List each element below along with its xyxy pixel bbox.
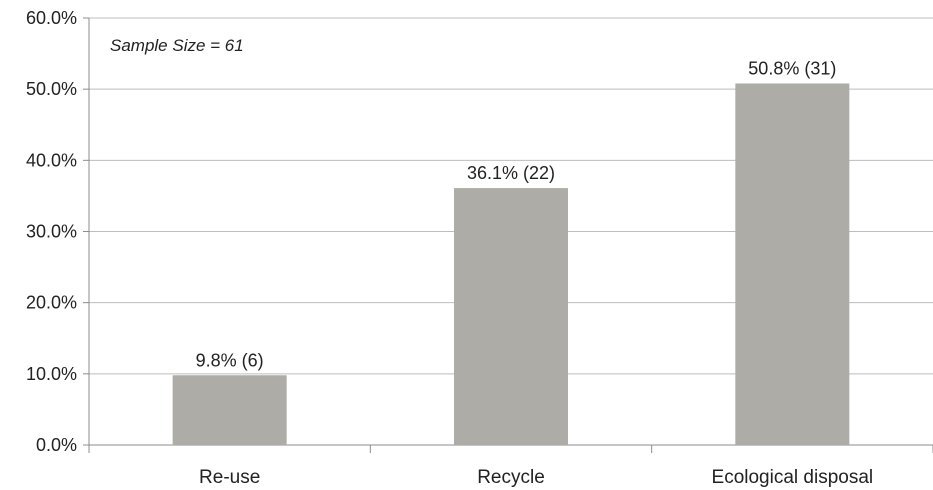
data-label: 50.8% (31) xyxy=(748,58,836,78)
y-tick-label: 50.0% xyxy=(26,79,77,99)
category-label: Recycle xyxy=(477,467,545,488)
y-tick-label: 40.0% xyxy=(26,150,77,170)
y-tick-label: 30.0% xyxy=(26,222,77,242)
y-tick-labels: 0.0% 10.0% 20.0% 30.0% 40.0% 50.0% 60.0% xyxy=(26,8,77,455)
bar-re-use xyxy=(172,375,287,445)
category-label: Re-use xyxy=(199,467,260,488)
data-label: 36.1% (22) xyxy=(467,163,555,183)
y-tick-label: 60.0% xyxy=(26,8,77,28)
y-tick-label: 0.0% xyxy=(36,435,77,455)
y-tick-label: 20.0% xyxy=(26,293,77,313)
data-labels: 9.8% (6) 36.1% (22) 50.8% (31) xyxy=(196,58,837,370)
category-label: Ecological disposal xyxy=(712,467,874,488)
sample-size-annotation: Sample Size = 61 xyxy=(110,36,244,55)
bar-ecological-disposal xyxy=(735,83,850,446)
data-label: 9.8% (6) xyxy=(196,350,264,370)
bar-recycle xyxy=(454,188,568,446)
y-tick-label: 10.0% xyxy=(26,364,77,384)
x-tick-labels: Re-use Recycle Ecological disposal xyxy=(88,445,933,488)
bars xyxy=(172,83,850,446)
